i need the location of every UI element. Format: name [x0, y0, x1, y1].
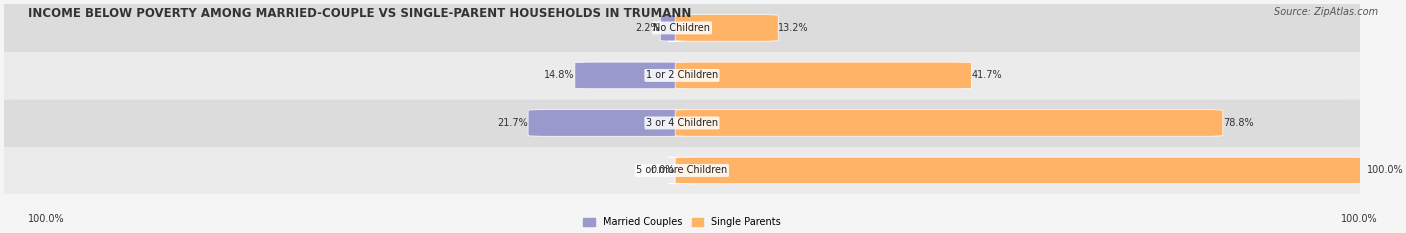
Text: 78.8%: 78.8%	[1223, 118, 1254, 128]
Text: 5 or more Children: 5 or more Children	[637, 165, 727, 175]
FancyBboxPatch shape	[0, 99, 1374, 147]
Legend: Married Couples, Single Parents: Married Couples, Single Parents	[579, 213, 785, 231]
FancyBboxPatch shape	[668, 157, 696, 184]
FancyBboxPatch shape	[675, 62, 972, 89]
Text: 13.2%: 13.2%	[778, 23, 808, 33]
FancyBboxPatch shape	[0, 146, 1374, 195]
Text: 41.7%: 41.7%	[972, 70, 1002, 80]
Text: 21.7%: 21.7%	[498, 118, 529, 128]
Text: 3 or 4 Children: 3 or 4 Children	[645, 118, 718, 128]
Text: 100.0%: 100.0%	[1341, 214, 1378, 224]
FancyBboxPatch shape	[675, 110, 1223, 136]
FancyBboxPatch shape	[0, 51, 1374, 100]
Text: No Children: No Children	[654, 23, 710, 33]
Text: 14.8%: 14.8%	[544, 70, 575, 80]
FancyBboxPatch shape	[575, 62, 689, 89]
FancyBboxPatch shape	[675, 157, 1367, 184]
Text: 1 or 2 Children: 1 or 2 Children	[645, 70, 718, 80]
Text: 100.0%: 100.0%	[28, 214, 65, 224]
FancyBboxPatch shape	[675, 15, 778, 41]
Text: 2.2%: 2.2%	[636, 23, 661, 33]
FancyBboxPatch shape	[661, 15, 689, 41]
Text: 100.0%: 100.0%	[1367, 165, 1403, 175]
FancyBboxPatch shape	[529, 110, 689, 136]
Text: 0.0%: 0.0%	[651, 165, 675, 175]
Text: Source: ZipAtlas.com: Source: ZipAtlas.com	[1274, 7, 1378, 17]
Text: INCOME BELOW POVERTY AMONG MARRIED-COUPLE VS SINGLE-PARENT HOUSEHOLDS IN TRUMANN: INCOME BELOW POVERTY AMONG MARRIED-COUPL…	[28, 7, 692, 20]
FancyBboxPatch shape	[0, 4, 1374, 52]
